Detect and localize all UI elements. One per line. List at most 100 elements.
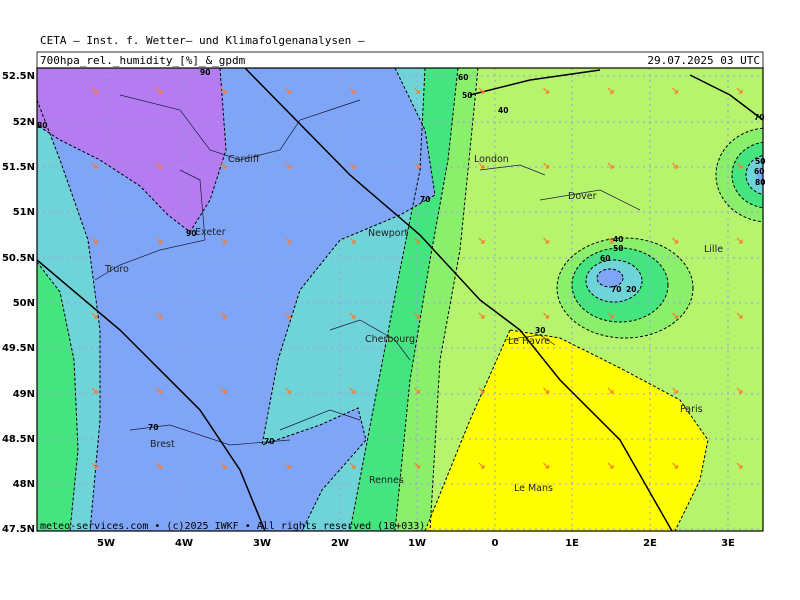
wind-arrow xyxy=(220,387,227,394)
wind-arrow xyxy=(349,87,356,94)
y-axis-label: 48N xyxy=(13,479,35,490)
wind-arrow xyxy=(156,237,163,244)
wind-arrow xyxy=(478,237,485,244)
contour-label: 80 xyxy=(755,178,765,187)
wind-arrow xyxy=(349,237,356,244)
wind-arrow xyxy=(285,387,292,394)
wind-arrow xyxy=(736,87,743,94)
contour-label: 50 xyxy=(755,157,765,166)
field-left-50 xyxy=(37,262,78,531)
geopotential-line xyxy=(469,69,763,121)
wind-arrow xyxy=(285,312,292,319)
city-label: Exeter xyxy=(195,227,226,238)
x-axis-label: 2E xyxy=(643,538,657,549)
y-axis-label: 50N xyxy=(13,298,35,309)
contour-label: 80 xyxy=(37,121,47,130)
wind-arrow xyxy=(414,462,421,469)
city-label: Rennes xyxy=(369,475,404,486)
wind-arrow xyxy=(478,387,485,394)
city-label: Cherbourg xyxy=(365,334,415,345)
wind-arrow xyxy=(414,87,421,94)
wind-arrow xyxy=(478,87,485,94)
wind-arrow xyxy=(736,387,743,394)
wind-arrow xyxy=(543,237,550,244)
wind-arrow xyxy=(285,87,292,94)
contour-label: 70 xyxy=(420,195,430,204)
y-axis-label: 48.5N xyxy=(2,434,35,445)
wind-arrow xyxy=(478,162,485,169)
wind-arrow xyxy=(91,387,98,394)
contour-label: 30 xyxy=(535,326,545,335)
x-axis-label: 0 xyxy=(492,538,499,549)
y-axis-label: 47.5N xyxy=(2,524,35,535)
contour-label: 90 xyxy=(200,68,210,77)
wind-arrow xyxy=(736,312,743,319)
wind-arrow xyxy=(478,462,485,469)
contour-label: 70 xyxy=(754,113,764,122)
wind-arrow xyxy=(220,87,227,94)
contour-label: 50 xyxy=(613,244,623,253)
city-label: London xyxy=(474,154,509,165)
wind-arrow xyxy=(91,237,98,244)
contour-60 xyxy=(349,68,426,531)
x-axis-label: 2W xyxy=(331,538,349,549)
wind-arrow xyxy=(156,387,163,394)
wind-arrow xyxy=(607,462,614,469)
city-label: Brest xyxy=(150,439,175,450)
city-label: Newport xyxy=(368,228,408,239)
city-label: Dover xyxy=(568,191,597,202)
contour-label: 60 xyxy=(458,73,468,82)
wind-arrow xyxy=(543,87,550,94)
contour-label: 40 xyxy=(613,235,623,244)
wind-arrow xyxy=(736,462,743,469)
blob2-60 xyxy=(746,155,763,195)
wind-arrow xyxy=(672,237,679,244)
wind-arrow xyxy=(349,462,356,469)
x-axis-label: 1E xyxy=(565,538,579,549)
wind-arrow xyxy=(156,162,163,169)
wind-arrow xyxy=(607,87,614,94)
wind-arrow xyxy=(91,312,98,319)
contour-label: 60 xyxy=(754,167,764,176)
city-label: Le Mans xyxy=(514,483,553,494)
contour-70 xyxy=(261,68,436,531)
x-axis-label: 3W xyxy=(253,538,271,549)
geopotential-line xyxy=(244,68,673,531)
contour-label: 20 xyxy=(626,285,636,294)
wind-arrow xyxy=(91,162,98,169)
wind-arrow xyxy=(91,462,98,469)
wind-arrow xyxy=(91,87,98,94)
wind-arrow xyxy=(156,87,163,94)
contour-label: 70 xyxy=(148,423,158,432)
blob2-70 xyxy=(757,166,763,184)
y-axis-label: 52N xyxy=(13,117,35,128)
contour-label: 90 xyxy=(186,229,196,238)
wind-arrow xyxy=(736,237,743,244)
wind-arrow xyxy=(220,162,227,169)
y-axis-label: 51N xyxy=(13,207,35,218)
wind-arrow xyxy=(156,462,163,469)
city-label: Lille xyxy=(704,244,723,255)
wind-arrow xyxy=(478,312,485,319)
wind-arrow xyxy=(672,462,679,469)
contour-label: 70 xyxy=(264,437,274,446)
wind-arrow xyxy=(672,312,679,319)
wind-arrow xyxy=(672,87,679,94)
contour-80 xyxy=(37,68,227,233)
wind-arrow xyxy=(672,387,679,394)
y-axis-label: 49N xyxy=(13,389,35,400)
wind-arrows xyxy=(91,87,743,469)
y-axis-label: 49.5N xyxy=(2,343,35,354)
contour-30 xyxy=(424,329,709,531)
wind-arrow xyxy=(285,237,292,244)
wind-arrow xyxy=(349,162,356,169)
wind-arrow xyxy=(543,462,550,469)
header-title: CETA – Inst. f. Wetter– und Klimafolgena… xyxy=(40,34,365,47)
blob-contours xyxy=(556,127,763,339)
contour-label: 60 xyxy=(600,254,610,263)
field-70-80 xyxy=(37,68,435,531)
wind-arrow xyxy=(607,162,614,169)
header-subtitle: 700hpa_rel._humidity_[%]_&_gpdm xyxy=(40,54,246,67)
y-axis-label: 51.5N xyxy=(2,162,35,173)
